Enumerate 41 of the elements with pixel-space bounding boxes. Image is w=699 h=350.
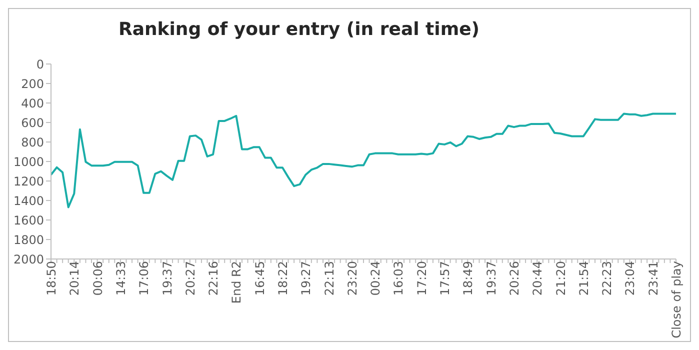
x-tick-label: 17:57 (438, 261, 452, 296)
y-tick-label: 1400 (13, 194, 44, 208)
chart-title: Ranking of your entry (in real time) (117, 19, 481, 40)
y-tick-label: 200 (21, 76, 44, 91)
x-tick-label: 20:44 (530, 261, 545, 296)
x-tick-label: Close of play (670, 261, 684, 338)
x-tick-label: 18:22 (276, 261, 290, 296)
x-tick-label: 19:27 (299, 261, 314, 296)
y-tick-label: 1200 (13, 174, 44, 188)
x-tick-label: 16:45 (252, 261, 267, 296)
x-tick-label: 18:50 (44, 261, 59, 296)
y-tick-label: 800 (21, 135, 44, 150)
x-tick-label: 18:49 (461, 261, 476, 296)
y-tick-label: 2000 (13, 252, 44, 266)
x-tick-label: 14:33 (114, 261, 128, 296)
x-tick-label: 17:20 (414, 261, 429, 296)
x-tick-label: End R2 (230, 261, 244, 304)
x-tick-label: 22:23 (600, 261, 614, 296)
line-series (50, 112, 677, 208)
y-tick-label: 1000 (13, 154, 44, 169)
x-tick-label: 19:37 (484, 261, 498, 296)
x-tick-label: 21:20 (554, 261, 568, 296)
x-tick-label: 22:16 (206, 261, 221, 296)
x-tick-label: 23:04 (623, 261, 638, 296)
x-tick-label: 17:06 (137, 261, 152, 296)
x-tick-label: 00:06 (90, 261, 105, 296)
x-tick-label: 19:37 (160, 261, 174, 296)
x-tick-label: 20:26 (507, 261, 522, 296)
y-tick-label: 600 (21, 116, 44, 130)
x-tick-label: 20:14 (68, 261, 82, 296)
x-tick-label: 00:24 (368, 261, 383, 296)
y-tick-label: 1800 (13, 232, 44, 247)
y-tick-label: 400 (21, 96, 44, 110)
x-tick-label: 22:13 (322, 261, 336, 296)
y-tick-label: 0 (36, 57, 44, 72)
x-tick-label: 23:20 (345, 261, 360, 296)
x-tick-label: 20:27 (183, 261, 198, 296)
y-tick-label: 1600 (13, 213, 44, 228)
x-tick-label: 21:54 (576, 261, 591, 296)
x-tick-label: 16:03 (392, 261, 406, 296)
x-tick-label: 23:41 (646, 261, 660, 296)
